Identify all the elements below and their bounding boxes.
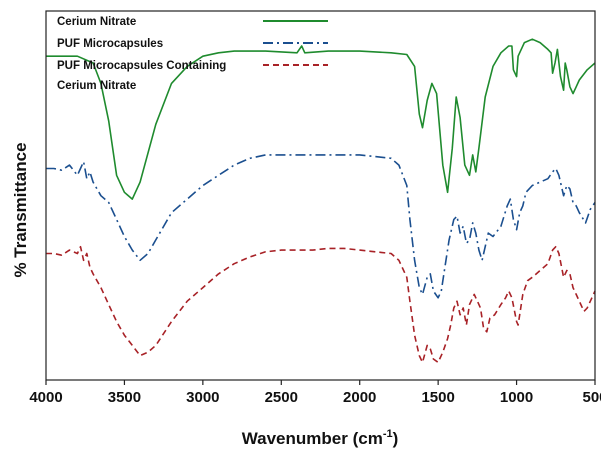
x-axis-title-superscript: -1 bbox=[383, 428, 393, 440]
series-line-1 bbox=[46, 38, 596, 200]
x-axis-ticks: 4000 3500 3000 2500 2000 1500 1000 500 bbox=[29, 380, 601, 406]
x-tick-label: 3000 bbox=[186, 389, 219, 406]
x-tick-label: 2500 bbox=[265, 389, 298, 406]
x-axis-title: Wavenumber (cm-1) bbox=[242, 428, 399, 448]
x-tick-label: 500 bbox=[582, 389, 601, 406]
series-line-3 bbox=[46, 245, 596, 364]
x-axis-title-suffix: ) bbox=[393, 429, 399, 448]
legend-label: PUF Microcapsules bbox=[57, 38, 163, 50]
plot-frame bbox=[45, 10, 596, 381]
x-tick-label: 4000 bbox=[29, 389, 62, 406]
legend: Cerium Nitrate PUF Microcapsules PUF Micro… bbox=[57, 16, 328, 92]
plot-lines bbox=[46, 38, 596, 364]
legend-label: Cerium Nitrate bbox=[57, 16, 136, 28]
x-axis-title-main: Wavenumber (cm bbox=[242, 429, 383, 448]
y-axis-title: % Transmittance bbox=[11, 142, 30, 277]
x-tick-label: 2000 bbox=[343, 389, 376, 406]
x-tick-label: 3500 bbox=[108, 389, 141, 406]
x-tick-label: 1500 bbox=[421, 389, 454, 406]
x-tick-label: 1000 bbox=[500, 389, 533, 406]
legend-label: Cerium Nitrate bbox=[57, 80, 136, 92]
legend-label: PUF Microcapsules Containing bbox=[57, 60, 226, 72]
series-line-2 bbox=[46, 154, 596, 299]
